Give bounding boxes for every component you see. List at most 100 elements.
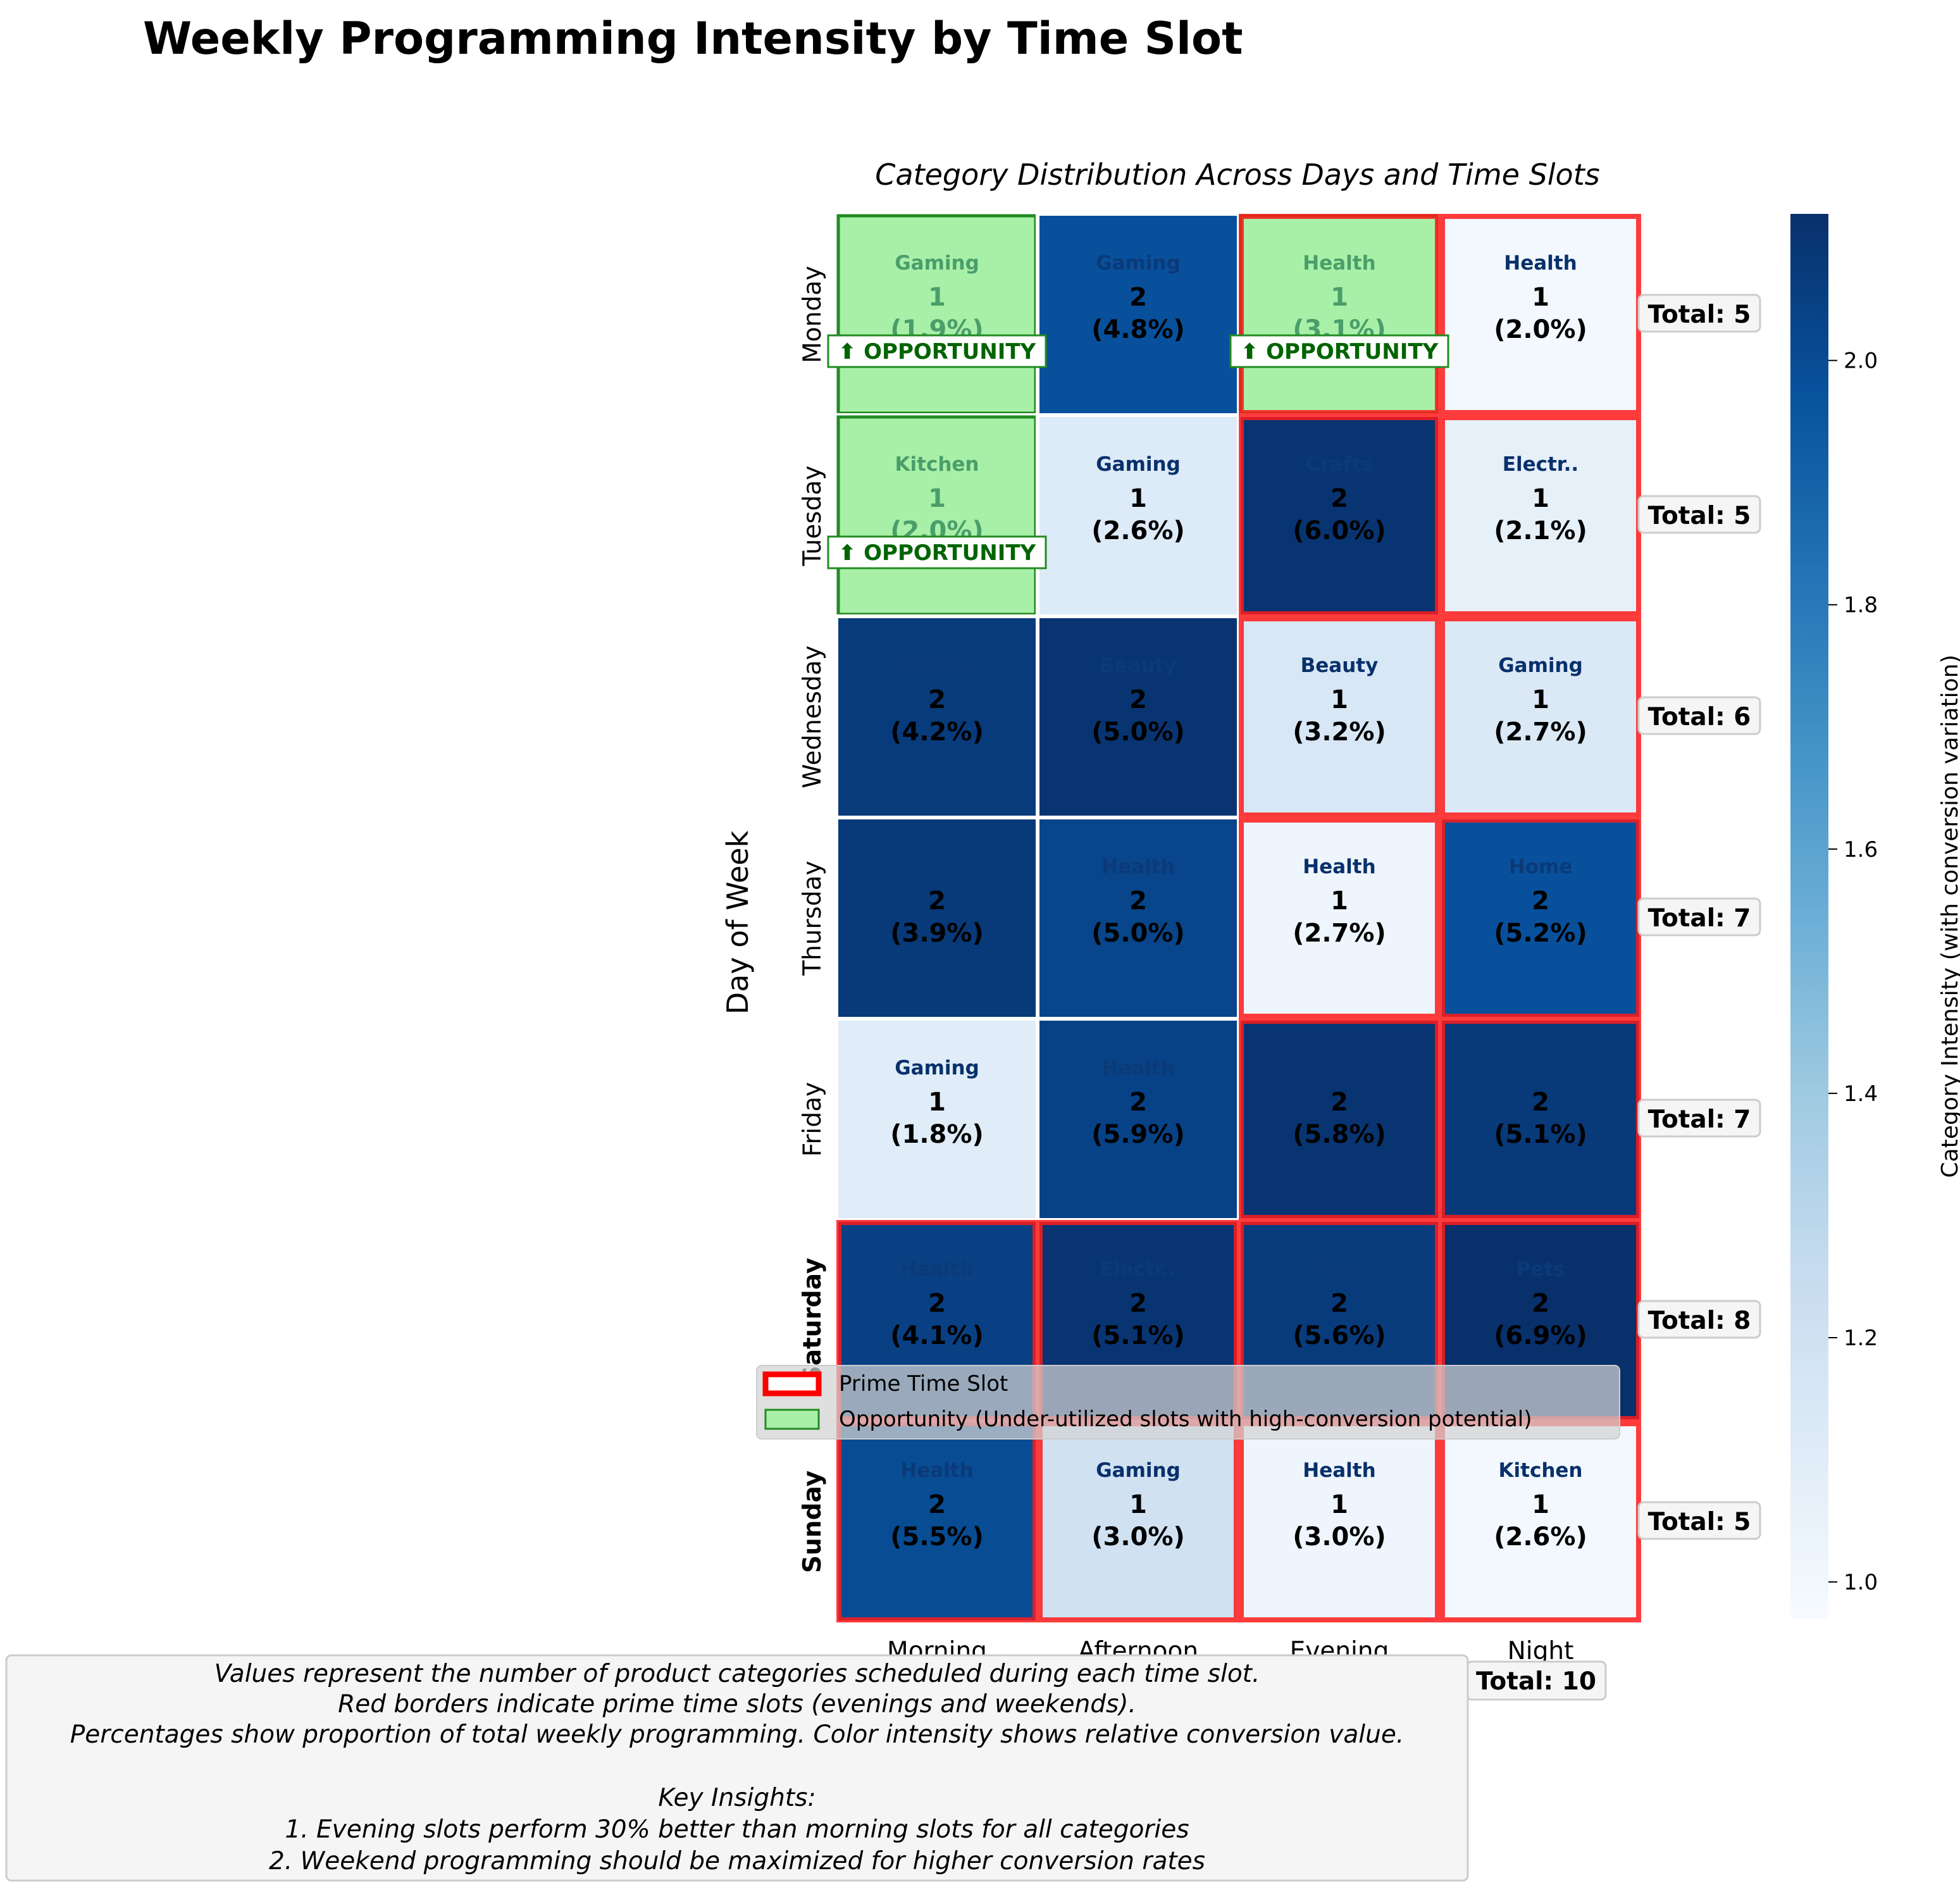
y-tick-label: Monday: [798, 266, 827, 363]
heatmap-cell: [1237, 1017, 1442, 1222]
cell-value-label: 2: [1129, 887, 1147, 916]
opportunity-badge-label: ⬆ OPPORTUNITY: [838, 540, 1036, 566]
cell-value-label: 2: [1129, 685, 1147, 714]
heatmap-cell: [1036, 1419, 1241, 1624]
heatmap-cell: [1438, 1419, 1643, 1624]
cell-percent-label: (2.1%): [1494, 516, 1587, 545]
cell-value-label: 2: [1532, 1088, 1549, 1117]
heatmap-cell: [834, 212, 1039, 417]
colorbar-label: Category Intensity (with conversion vari…: [1937, 654, 1960, 1178]
cell-value-label: 1: [1532, 283, 1549, 312]
cell-value-label: 1: [1129, 484, 1147, 513]
heatmap-cell: [1438, 614, 1643, 819]
cell-value-label: 2: [1532, 887, 1549, 916]
cell-category-label: Crafts: [1306, 453, 1373, 476]
cell-value-label: 1: [1532, 484, 1549, 513]
cell-category-label: Gaming: [895, 1057, 979, 1079]
cell-category-label: Health: [1303, 855, 1375, 878]
heatmap-cell: [1438, 413, 1643, 618]
colorbar-gradient: [1790, 214, 1828, 1619]
cell-value-label: 1: [928, 484, 946, 513]
y-tick-label: Wednesday: [798, 645, 827, 788]
note-line: Percentages show proportion of total wee…: [70, 1720, 1404, 1749]
colorbar-ticks: 1.0 1.2 1.4 1.6 1.8 2.0: [1828, 349, 1878, 1595]
heatmap-cells: [834, 212, 1643, 1624]
heatmap-cell: [1036, 816, 1241, 1021]
opportunity-badge-label: ⬆ OPPORTUNITY: [1241, 339, 1439, 364]
row-total-label: Total: 5: [1648, 1508, 1751, 1536]
heatmap-cell: [834, 1017, 1039, 1222]
cell-percent-label: (4.8%): [1091, 315, 1185, 344]
cell-category-label: Pets: [1516, 1258, 1565, 1281]
cell-value-label: 2: [1330, 1088, 1348, 1117]
heatmap-cell: [1237, 413, 1442, 618]
heatmap-cell: [1036, 212, 1241, 417]
cell-percent-label: (2.0%): [1494, 315, 1587, 344]
cell-category-label: Gaming: [895, 252, 979, 275]
cell-category-label: Electr..: [899, 654, 975, 677]
opportunity-badges: ⬆ OPPORTUNITY ⬆ OPPORTUNITY ⬆ OPPORTUNITY: [827, 334, 1449, 569]
heatmap-cell: [1438, 212, 1643, 417]
cell-percent-label: (5.2%): [1494, 919, 1587, 948]
row-total-label: Total: 5: [1648, 502, 1751, 530]
notes-box: Values represent the number of product c…: [5, 1654, 1469, 1882]
heatmap-cell: [1036, 614, 1241, 819]
cell-category-label: Gaming: [1096, 1459, 1181, 1482]
cell-percent-label: (5.0%): [1091, 919, 1185, 948]
row-total-box: [1637, 495, 1761, 534]
cell-percent-label: (6.0%): [1293, 516, 1386, 545]
cell-labels: Gaming1(1.9%)Gaming2(4.8%)Health1(3.1%)H…: [890, 252, 1587, 1552]
legend: Prime Time Slot Opportunity (Under-utili…: [756, 1365, 1620, 1440]
chart-title: Weekly Programming Intensity by Time Slo…: [143, 13, 1243, 65]
cell-category-label: Electr..: [899, 855, 975, 878]
cell-value-label: 1: [1330, 1490, 1348, 1519]
heatmap-cell: [1438, 816, 1643, 1021]
cell-category-label: Health: [1101, 1057, 1174, 1079]
note-line: 1. Evening slots perform 30% better than…: [285, 1815, 1189, 1844]
cell-percent-label: (3.0%): [1293, 1522, 1386, 1552]
opportunity-badge-box: [827, 334, 1047, 368]
cell-percent-label: (5.9%): [1091, 1120, 1185, 1149]
cell-percent-label: (5.1%): [1091, 1321, 1185, 1350]
cell-percent-label: (5.1%): [1494, 1120, 1587, 1149]
cell-percent-label: (3.2%): [1293, 718, 1386, 747]
cell-category-label: Health: [1101, 855, 1174, 878]
cell-category-label: Home: [1509, 855, 1573, 878]
cell-percent-label: (5.0%): [1091, 718, 1185, 747]
cell-percent-label: (5.5%): [890, 1522, 984, 1552]
row-total-label: Total: 8: [1648, 1307, 1751, 1335]
prime-slot-border: [1239, 616, 1440, 818]
chart-subtitle: Category Distribution Across Days and Ti…: [875, 158, 1599, 192]
heatmap-cell: [834, 614, 1039, 819]
legend-swatch-prime: [762, 1371, 822, 1397]
cell-category-label: Beauty: [1301, 654, 1379, 677]
colorbar-tick-label: 1.2: [1844, 1326, 1878, 1351]
opportunity-badge-box: [827, 535, 1047, 569]
y-tick-label: Saturday: [798, 1258, 827, 1384]
cell-percent-label: (5.6%): [1293, 1321, 1386, 1350]
note-line: Values represent the number of product c…: [214, 1660, 1260, 1688]
cell-percent-label: (4.2%): [890, 718, 984, 747]
cell-value-label: 2: [1129, 283, 1147, 312]
cell-value-label: 1: [1129, 1490, 1147, 1519]
cell-percent-label: (2.7%): [1494, 718, 1587, 747]
cell-value-label: 2: [928, 685, 946, 714]
cell-category-label: Health: [1303, 252, 1375, 275]
cell-category-label: Health: [900, 1258, 973, 1281]
row-total-box: [1637, 696, 1761, 735]
cell-value-label: 2: [1129, 1289, 1147, 1318]
cell-value-label: 2: [928, 1289, 946, 1318]
cell-percent-label: (6.9%): [1494, 1321, 1587, 1350]
row-total-box: [1637, 1098, 1761, 1138]
heatmap-cell: [1237, 614, 1442, 819]
cell-value-label: 2: [1330, 1289, 1348, 1318]
row-total-box: [1637, 1300, 1761, 1339]
cell-percent-label: (2.7%): [1293, 919, 1386, 948]
cell-value-label: 1: [1330, 685, 1348, 714]
cell-category-label: Kitchen: [1498, 1459, 1582, 1482]
opportunity-badge-label: ⬆ OPPORTUNITY: [838, 339, 1036, 364]
heatmap-cell: [1438, 1017, 1643, 1222]
heatmap-cell: [1237, 212, 1442, 417]
heatmap-cell: [1237, 816, 1442, 1021]
column-total-label: Total: 10: [1476, 1667, 1596, 1696]
